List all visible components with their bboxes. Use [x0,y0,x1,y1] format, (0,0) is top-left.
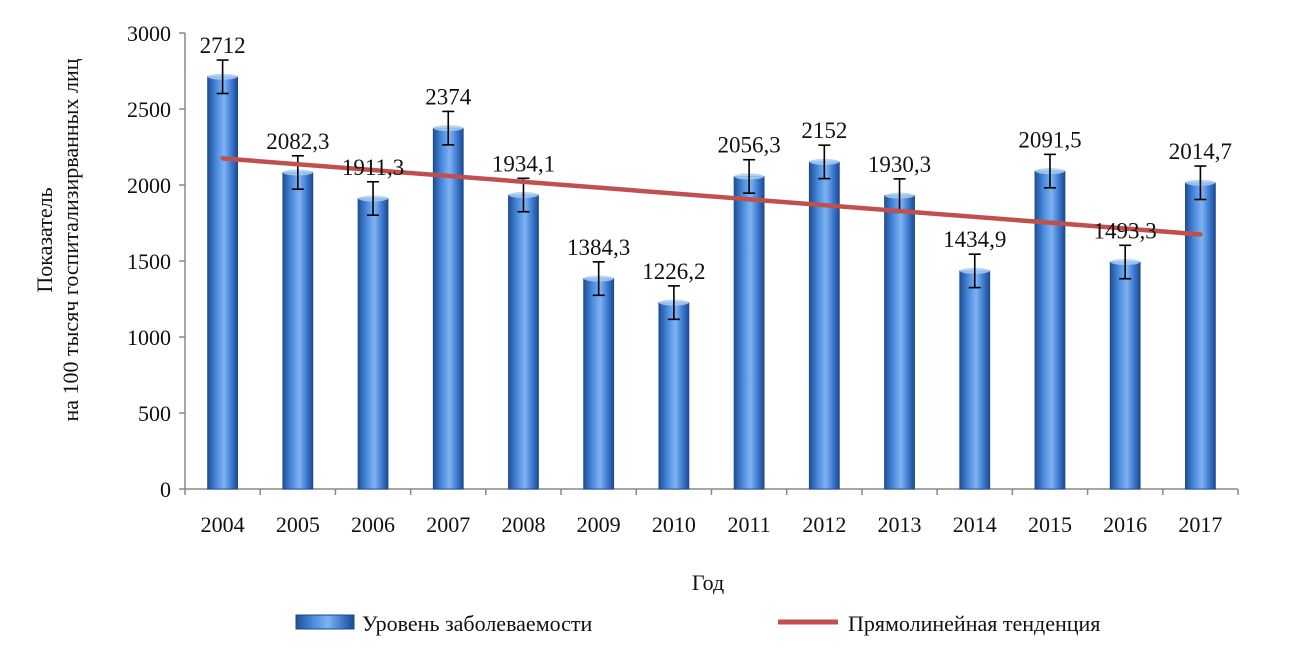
legend-trend-label: Прямолинейная тенденция [848,611,1100,636]
bar [432,127,464,490]
data-label: 2374 [425,84,472,109]
y-axis-title-line-2: на 100 тысяч госпитализирванных лиц [58,58,83,421]
x-axis: 2004 2005 2006 2007 2008 2009 2010 2011 2012 2013… [184,488,1239,537]
bar [1034,170,1066,490]
y-axis-title-line-1: Показатель [32,187,57,292]
x-tick-label: 2017 [1178,512,1222,537]
bar [1184,182,1216,490]
data-label: 1911,3 [342,155,404,180]
x-tick-label: 2004 [201,512,245,537]
bar [658,302,690,490]
x-tick-label: 2010 [652,512,696,537]
bar [282,172,314,490]
bar [357,198,389,490]
y-tick-label: 2000 [127,173,171,198]
bar [884,195,915,490]
data-label: 2152 [801,118,847,143]
data-label: 1934,1 [492,151,555,176]
data-label: 1493,3 [1094,218,1157,243]
trend-line [220,156,1203,237]
legend: Уровень заболеваемости Прямолинейная тен… [295,611,1100,636]
x-tick-label: 2007 [426,512,470,537]
x-tick-label: 2015 [1028,512,1072,537]
x-tick-label: 2014 [953,512,997,537]
bar [733,176,765,490]
y-tick-label: 1500 [127,249,171,274]
data-label: 2082,3 [266,129,329,154]
x-tick-label: 2011 [728,512,771,537]
x-tick-label: 2012 [802,512,846,537]
trend-line-group [220,156,1203,237]
x-axis-title: Год [692,570,724,595]
y-tick-label: 500 [138,401,171,426]
y-tick-label: 1000 [127,325,171,350]
x-tick-label: 2009 [577,512,621,537]
x-tick-label: 2006 [351,512,395,537]
data-label: 2712 [200,33,246,58]
bar [959,270,991,490]
bar [207,76,239,490]
bar [508,194,539,490]
legend-bar-label: Уровень заболеваемости [362,611,593,636]
bar [808,161,840,490]
data-label: 2014,7 [1169,139,1232,164]
x-tick-label: 2005 [276,512,320,537]
bar [1109,261,1141,490]
data-label: 2056,3 [717,133,780,158]
data-label: 1930,3 [868,152,931,177]
y-tick-label: 3000 [127,21,171,46]
x-tick-label: 2013 [878,512,922,537]
data-label: 1434,9 [943,227,1006,252]
y-tick-label: 2500 [127,97,171,122]
data-labels: 2712 2082,3 1911,3 2374 1934,1 1384,3 1226,2 20… [200,33,1232,284]
y-tick-label: 0 [160,477,171,502]
legend-bar-swatch [295,614,355,630]
data-label: 1384,3 [567,235,630,260]
y-axis: 0 500 1000 1500 2000 2500 3000 [127,21,186,502]
data-label: 2091,5 [1018,127,1081,152]
data-label: 1226,2 [642,259,705,284]
bar [583,278,615,490]
x-tick-label: 2016 [1103,512,1147,537]
y-axis-title: Показатель на 100 тысяч госпитализирванн… [32,58,83,421]
x-tick-label: 2008 [501,512,545,537]
